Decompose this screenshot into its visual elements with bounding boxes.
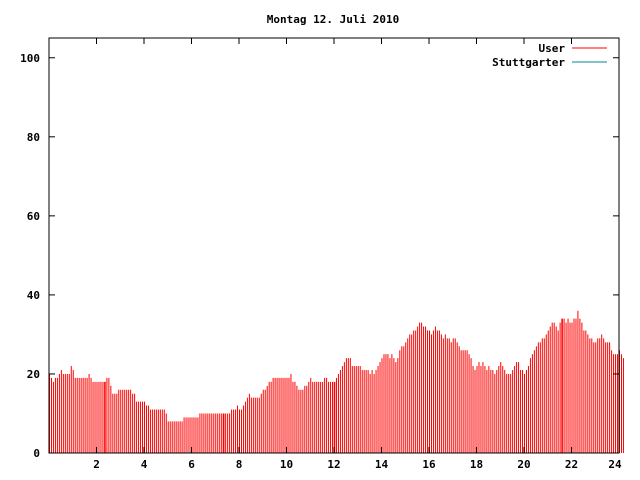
x-tick-label: 4	[141, 458, 148, 471]
x-tick-label: 6	[188, 458, 195, 471]
x-tick-label: 8	[236, 458, 243, 471]
x-tick-label: 18	[470, 458, 483, 471]
chart-title: Montag 12. Juli 2010	[267, 13, 399, 26]
x-tick-label: 16	[422, 458, 436, 471]
y-tick-label: 80	[27, 131, 40, 144]
x-tick-label: 12	[327, 458, 340, 471]
x-tick-label: 22	[565, 458, 578, 471]
y-tick-label: 60	[27, 210, 40, 223]
y-tick-label: 0	[33, 447, 40, 460]
x-tick-label: 14	[375, 458, 389, 471]
legend-label-stuttgarter: Stuttgarter	[492, 56, 565, 69]
bars	[49, 310, 624, 453]
legend-label-user: User	[539, 42, 566, 55]
x-tick-label: 24	[608, 458, 622, 471]
x-tick-label: 2	[93, 458, 100, 471]
x-tick-label: 10	[280, 458, 293, 471]
y-tick-label: 100	[20, 52, 40, 65]
y-tick-label: 40	[27, 289, 40, 302]
y-axis: 0 20 40 60 80 100	[20, 52, 619, 460]
x-axis: 2 4 6 8 10 12 14 16 18 20 22 24	[93, 38, 622, 471]
x-tick-label: 20	[517, 458, 530, 471]
legend: User Stuttgarter	[492, 42, 607, 69]
y-tick-label: 20	[27, 368, 40, 381]
